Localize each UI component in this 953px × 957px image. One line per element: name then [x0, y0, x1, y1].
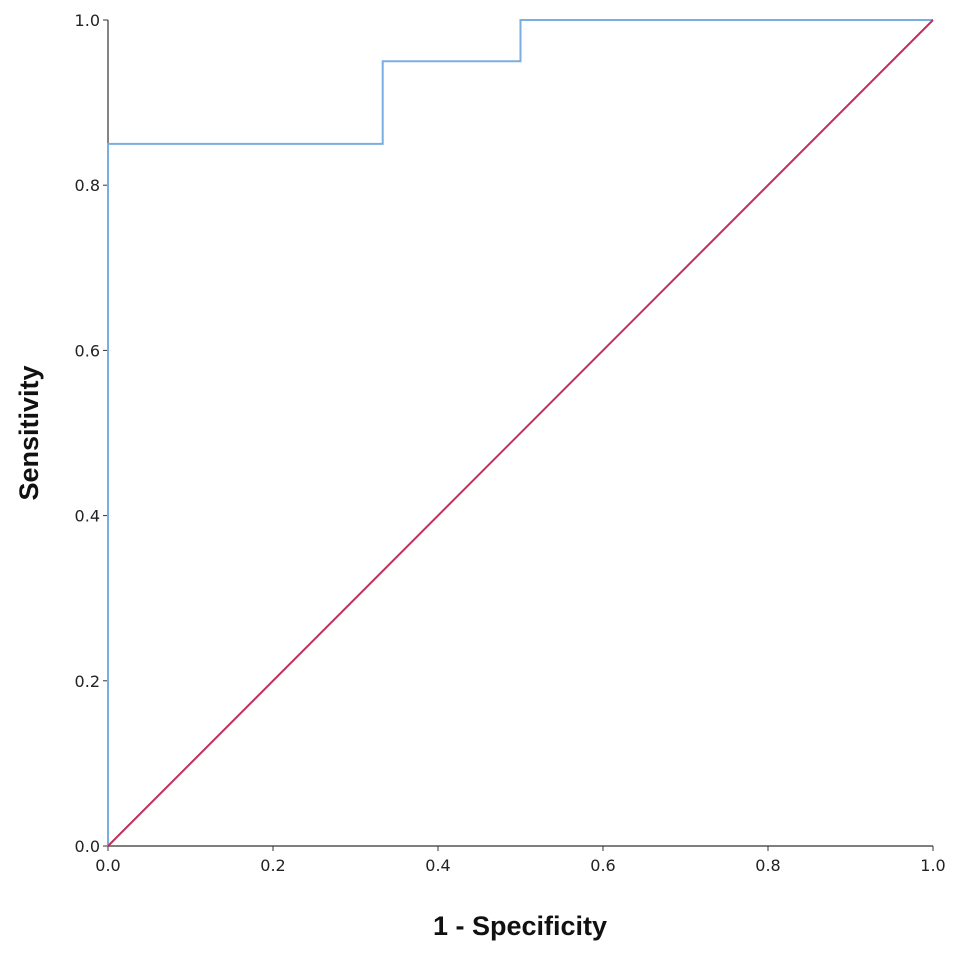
x-tick-label: 0.0 — [95, 856, 120, 875]
x-tick-label: 0.8 — [755, 856, 780, 875]
x-tick-label: 0.4 — [425, 856, 450, 875]
x-axis-title: 1 - Specificity — [433, 911, 607, 941]
series-lines — [107, 19, 934, 847]
y-tick-label: 0.6 — [75, 341, 100, 360]
x-tick-label: 0.2 — [260, 856, 285, 875]
reference-diagonal — [107, 19, 934, 847]
tick-labels: 0.0 0.2 0.4 0.6 0.8 1.0 0.0 0.2 0.4 0.6 0.8 1.0 — [75, 11, 946, 875]
y-axis-title: Sensitivity — [14, 365, 44, 500]
y-tick-label: 0.8 — [75, 176, 100, 195]
x-tick-label: 1.0 — [920, 856, 945, 875]
roc-curve — [107, 19, 933, 846]
y-tick-label: 0.4 — [75, 507, 100, 526]
x-tick-label: 0.6 — [590, 856, 615, 875]
y-tick-label: 0.2 — [75, 672, 100, 691]
y-tick-label: 1.0 — [75, 11, 100, 30]
y-tick-label: 0.0 — [75, 837, 100, 856]
